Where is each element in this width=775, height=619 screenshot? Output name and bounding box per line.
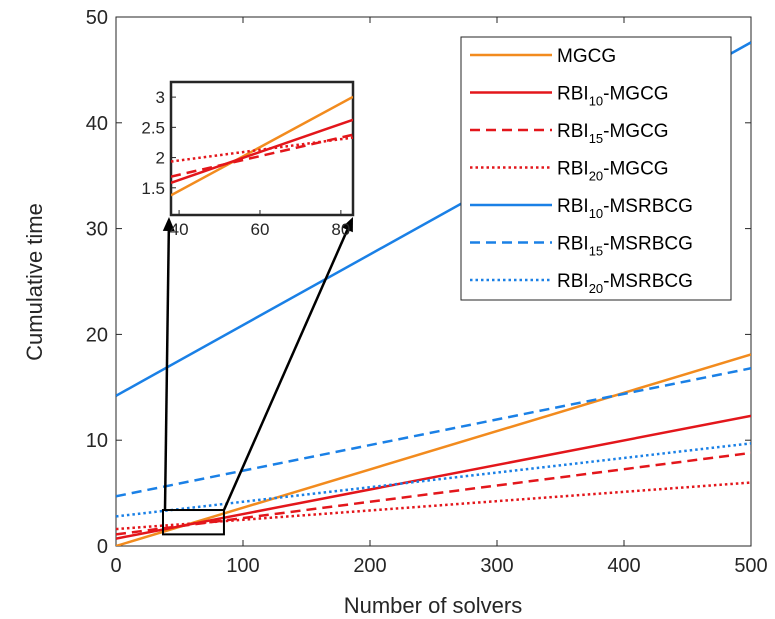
inset-y-tick-label: 1.5 (141, 179, 165, 198)
legend-entry-rbi10-mgcg: RBI10-MGCG (470, 84, 669, 109)
legend-label-subscript: 20 (589, 281, 603, 296)
inset-y-tick-label: 3 (156, 88, 165, 107)
legend-label-base: RBI (557, 159, 589, 180)
legend-label-subscript: 15 (589, 244, 603, 259)
legend-label-subscript: 10 (589, 94, 603, 109)
inset-plot-area (169, 80, 355, 217)
y-tick-label: 0 (97, 536, 108, 558)
legend-entry-rbi15-msrbcg: RBI15-MSRBCG (470, 234, 693, 259)
legend-label: RBI20-MGCG (557, 159, 669, 184)
x-tick-label: 500 (734, 555, 767, 577)
inset-x-tick-label: 60 (251, 220, 270, 239)
inset-y-tick-label: 2.5 (141, 118, 165, 137)
legend-label-subscript: 10 (589, 206, 603, 221)
legend-box (460, 36, 732, 301)
legend-entry-rbi10-msrbcg: RBI10-MSRBCG (470, 196, 693, 221)
legend-entry-rbi20-mgcg: RBI20-MGCG (470, 159, 669, 184)
x-tick-label: 400 (607, 555, 640, 577)
legend-label-suffix: -MGCG (603, 121, 668, 142)
legend-label-base: RBI (557, 271, 589, 292)
x-tick-label: 200 (353, 555, 386, 577)
inset-x-tick-label: 80 (331, 220, 350, 239)
legend-entry-rbi20-msrbcg: RBI20-MSRBCG (470, 271, 693, 296)
inset-x-tick-label: 40 (170, 220, 189, 239)
legend-label-base: RBI (557, 196, 589, 217)
x-axis-title: Number of solvers (344, 593, 523, 618)
legend-label-base: RBI (557, 84, 589, 105)
main-axis-ticks: 0 100 200 300 400 500 0 10 20 30 40 50 (86, 7, 768, 577)
inset-axis-ticks: 40 60 80 1.5 2 2.5 3 (141, 88, 350, 239)
zoom-arrow-right-head (341, 217, 353, 233)
legend-label-subscript: 20 (589, 169, 603, 184)
inset-series-lines (171, 95, 353, 197)
legend-label: RBI15-MSRBCG (557, 234, 693, 259)
x-tick-label: 100 (226, 555, 259, 577)
legend-label-suffix: -MGCG (603, 84, 668, 105)
inset-line-mgcg (171, 95, 353, 197)
inset-y-tick-label: 2 (156, 149, 165, 168)
legend-label-base: RBI (557, 121, 589, 142)
zoom-arrow-right (222, 229, 349, 511)
legend-label: RBI20-MSRBCG (557, 271, 693, 296)
series-line-rbi15-mgcg (116, 451, 751, 536)
legend: MGCGRBI10-MGCGRBI15-MGCGRBI20-MGCGRBI10-… (460, 36, 732, 301)
series-line-rbi15-msrbcg (116, 367, 751, 498)
series-line-mgcg (116, 353, 751, 546)
series-line-rbi20-mgcg (116, 481, 751, 531)
legend-label-suffix: -MSRBCG (603, 196, 693, 217)
legend-label-suffix: -MSRBCG (603, 271, 693, 292)
x-tick-label: 300 (480, 555, 513, 577)
legend-label-base: MGCG (557, 46, 616, 67)
y-tick-label: 20 (86, 324, 108, 346)
y-tick-label: 10 (86, 430, 108, 452)
legend-label: RBI15-MGCG (557, 121, 669, 146)
x-tick-label: 0 (110, 555, 121, 577)
legend-label-base: RBI (557, 234, 589, 255)
y-axis-title: Cumulative time (22, 203, 47, 361)
zoom-arrow-left (163, 230, 171, 511)
legend-label: RBI10-MGCG (557, 84, 669, 109)
series-line-rbi10-mgcg (116, 414, 751, 540)
series-line-rbi20-msrbcg (116, 442, 751, 518)
legend-entry-rbi15-mgcg: RBI15-MGCG (470, 121, 669, 146)
legend-label: MGCG (557, 46, 616, 67)
y-tick-label: 30 (86, 219, 108, 241)
y-tick-label: 40 (86, 113, 108, 135)
zoom-region-box (161, 509, 225, 536)
legend-label-suffix: -MSRBCG (603, 234, 693, 255)
legend-label-suffix: -MGCG (603, 159, 668, 180)
zoom-arrow-left-head (162, 217, 175, 232)
inset-line-rbi10-mgcg (171, 118, 353, 185)
legend-label: RBI10-MSRBCG (557, 196, 693, 221)
legend-entry-mgcg: MGCG (470, 46, 616, 67)
y-tick-label: 50 (86, 7, 108, 29)
legend-label-subscript: 15 (589, 131, 603, 146)
